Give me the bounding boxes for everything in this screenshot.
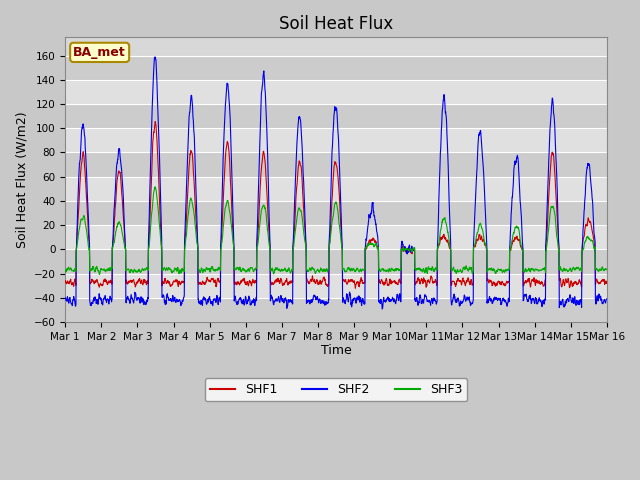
Bar <box>65 225 607 249</box>
Bar <box>65 56 607 80</box>
Y-axis label: Soil Heat Flux (W/m2): Soil Heat Flux (W/m2) <box>15 111 28 248</box>
Bar <box>65 177 607 201</box>
Bar <box>65 80 607 104</box>
Title: Soil Heat Flux: Soil Heat Flux <box>279 15 393 33</box>
Legend: SHF1, SHF2, SHF3: SHF1, SHF2, SHF3 <box>205 378 467 401</box>
Text: BA_met: BA_met <box>73 46 126 59</box>
Bar <box>65 128 607 152</box>
X-axis label: Time: Time <box>321 345 351 358</box>
Bar <box>65 298 607 322</box>
Bar <box>65 201 607 225</box>
Bar <box>65 249 607 274</box>
Bar <box>65 104 607 128</box>
Bar <box>65 274 607 298</box>
Bar <box>65 152 607 177</box>
